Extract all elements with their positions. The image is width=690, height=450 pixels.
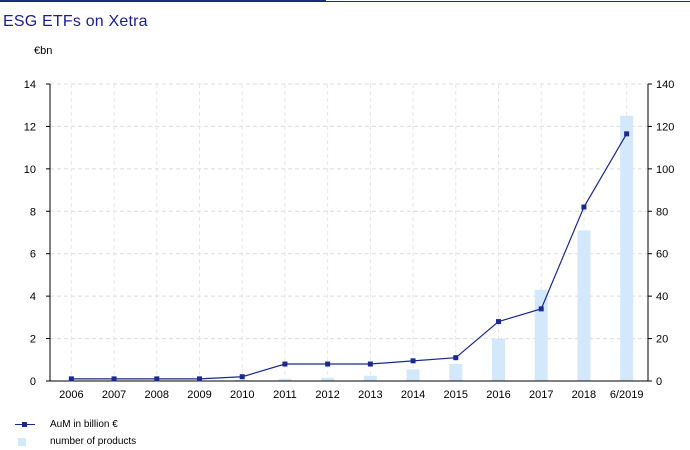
legend-bar-swatch-icon bbox=[10, 437, 50, 447]
y-tick-label-left: 12 bbox=[24, 121, 36, 133]
y-tick-label-left: 6 bbox=[30, 249, 36, 261]
x-tick-label: 2013 bbox=[358, 389, 382, 401]
aum-point bbox=[325, 361, 331, 367]
y-tick-label-left: 0 bbox=[30, 376, 36, 388]
x-tick-label: 2007 bbox=[102, 389, 126, 401]
bar-products bbox=[620, 115, 634, 382]
bar-products bbox=[492, 338, 505, 381]
x-tick-label: 2016 bbox=[486, 389, 510, 401]
aum-point bbox=[68, 376, 74, 382]
aum-point bbox=[197, 376, 202, 382]
y-tick-label-right: 40 bbox=[656, 291, 668, 303]
x-tick-label: 2006 bbox=[59, 389, 83, 401]
aum-point bbox=[538, 306, 544, 312]
x-tick-label: 2017 bbox=[529, 389, 553, 401]
aum-point bbox=[410, 358, 416, 364]
bar-products bbox=[534, 289, 548, 381]
x-tick-label: 2011 bbox=[273, 389, 297, 401]
aum-point bbox=[239, 374, 245, 380]
y-tick-label-right: 100 bbox=[656, 164, 674, 176]
aum-point bbox=[367, 361, 373, 367]
x-tick-label: 2009 bbox=[187, 389, 211, 401]
bar-products bbox=[406, 369, 420, 381]
bar-products bbox=[449, 364, 463, 381]
aum-point bbox=[496, 319, 501, 325]
chart-title: ESG ETFs on Xetra bbox=[3, 13, 148, 30]
y-tick-label-left: 4 bbox=[30, 291, 36, 303]
header-rule-light bbox=[326, 1, 690, 2]
header-rule-dark bbox=[0, 0, 326, 2]
bar-products bbox=[321, 377, 335, 381]
x-tick-label: 6/2019 bbox=[610, 389, 644, 401]
x-tick-label: 2008 bbox=[145, 389, 169, 401]
y-tick-label-right: 0 bbox=[656, 376, 662, 388]
y-tick-label-right: 80 bbox=[656, 206, 668, 218]
x-tick-label: 2018 bbox=[572, 389, 596, 401]
legend-line-marker-icon bbox=[10, 420, 50, 430]
aum-point bbox=[154, 376, 160, 382]
legend-label-products: number of products bbox=[50, 436, 137, 447]
aum-point bbox=[624, 131, 630, 137]
aum-line bbox=[71, 133, 628, 380]
y-tick-label-left: 10 bbox=[24, 164, 36, 176]
aum-point bbox=[111, 376, 117, 382]
y-tick-label-right: 120 bbox=[656, 121, 674, 133]
bar-products bbox=[363, 375, 377, 381]
legend-label-aum: AuM in billion € bbox=[50, 419, 118, 430]
bar-series-products bbox=[235, 115, 634, 382]
bar-products bbox=[577, 230, 591, 381]
legend-item-aum: AuM in billion € bbox=[10, 419, 118, 430]
axes bbox=[46, 83, 652, 382]
aum-point bbox=[453, 355, 459, 361]
y-tick-label-left: 14 bbox=[24, 79, 36, 91]
x-tick-label: 2012 bbox=[315, 389, 339, 401]
line-series-aum bbox=[68, 131, 630, 382]
x-tick-label: 2010 bbox=[230, 389, 254, 401]
y-tick-label-left: 8 bbox=[30, 206, 36, 218]
y-tick-label-right: 140 bbox=[656, 79, 674, 91]
grid-lines bbox=[50, 83, 648, 381]
aum-point bbox=[581, 204, 587, 210]
legend-item-products: number of products bbox=[10, 436, 136, 447]
x-tick-label: 2014 bbox=[401, 389, 425, 401]
left-axis-unit: €bn bbox=[34, 45, 53, 57]
bar-products bbox=[278, 378, 292, 381]
y-tick-label-right: 20 bbox=[656, 334, 668, 346]
y-tick-label-left: 2 bbox=[30, 334, 36, 346]
y-tick-label-right: 60 bbox=[656, 249, 668, 261]
aum-point bbox=[282, 361, 288, 367]
bar-products bbox=[235, 379, 249, 381]
x-tick-label: 2015 bbox=[444, 389, 468, 401]
